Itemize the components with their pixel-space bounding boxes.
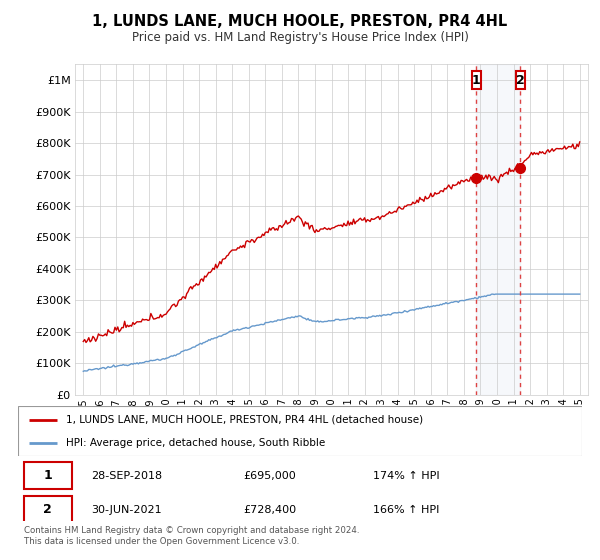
Bar: [476, 64, 520, 395]
FancyBboxPatch shape: [18, 406, 582, 456]
FancyBboxPatch shape: [516, 72, 525, 89]
Text: £695,000: £695,000: [244, 471, 296, 481]
Text: 30-JUN-2021: 30-JUN-2021: [91, 505, 162, 515]
Text: Contains HM Land Registry data © Crown copyright and database right 2024.
This d: Contains HM Land Registry data © Crown c…: [24, 526, 359, 546]
Text: 166% ↑ HPI: 166% ↑ HPI: [373, 505, 440, 515]
Text: Price paid vs. HM Land Registry's House Price Index (HPI): Price paid vs. HM Land Registry's House …: [131, 31, 469, 44]
FancyBboxPatch shape: [23, 463, 71, 489]
Text: 1, LUNDS LANE, MUCH HOOLE, PRESTON, PR4 4HL: 1, LUNDS LANE, MUCH HOOLE, PRESTON, PR4 …: [92, 14, 508, 29]
Text: 1: 1: [472, 73, 481, 87]
Text: 1, LUNDS LANE, MUCH HOOLE, PRESTON, PR4 4HL (detached house): 1, LUNDS LANE, MUCH HOOLE, PRESTON, PR4 …: [66, 414, 423, 424]
Text: 2: 2: [516, 73, 525, 87]
Text: £728,400: £728,400: [244, 505, 297, 515]
FancyBboxPatch shape: [23, 496, 71, 523]
Text: 1: 1: [43, 469, 52, 482]
Text: 174% ↑ HPI: 174% ↑ HPI: [373, 471, 440, 481]
FancyBboxPatch shape: [472, 72, 481, 89]
Text: 28-SEP-2018: 28-SEP-2018: [91, 471, 163, 481]
Text: 2: 2: [43, 503, 52, 516]
Text: HPI: Average price, detached house, South Ribble: HPI: Average price, detached house, Sout…: [66, 438, 325, 448]
